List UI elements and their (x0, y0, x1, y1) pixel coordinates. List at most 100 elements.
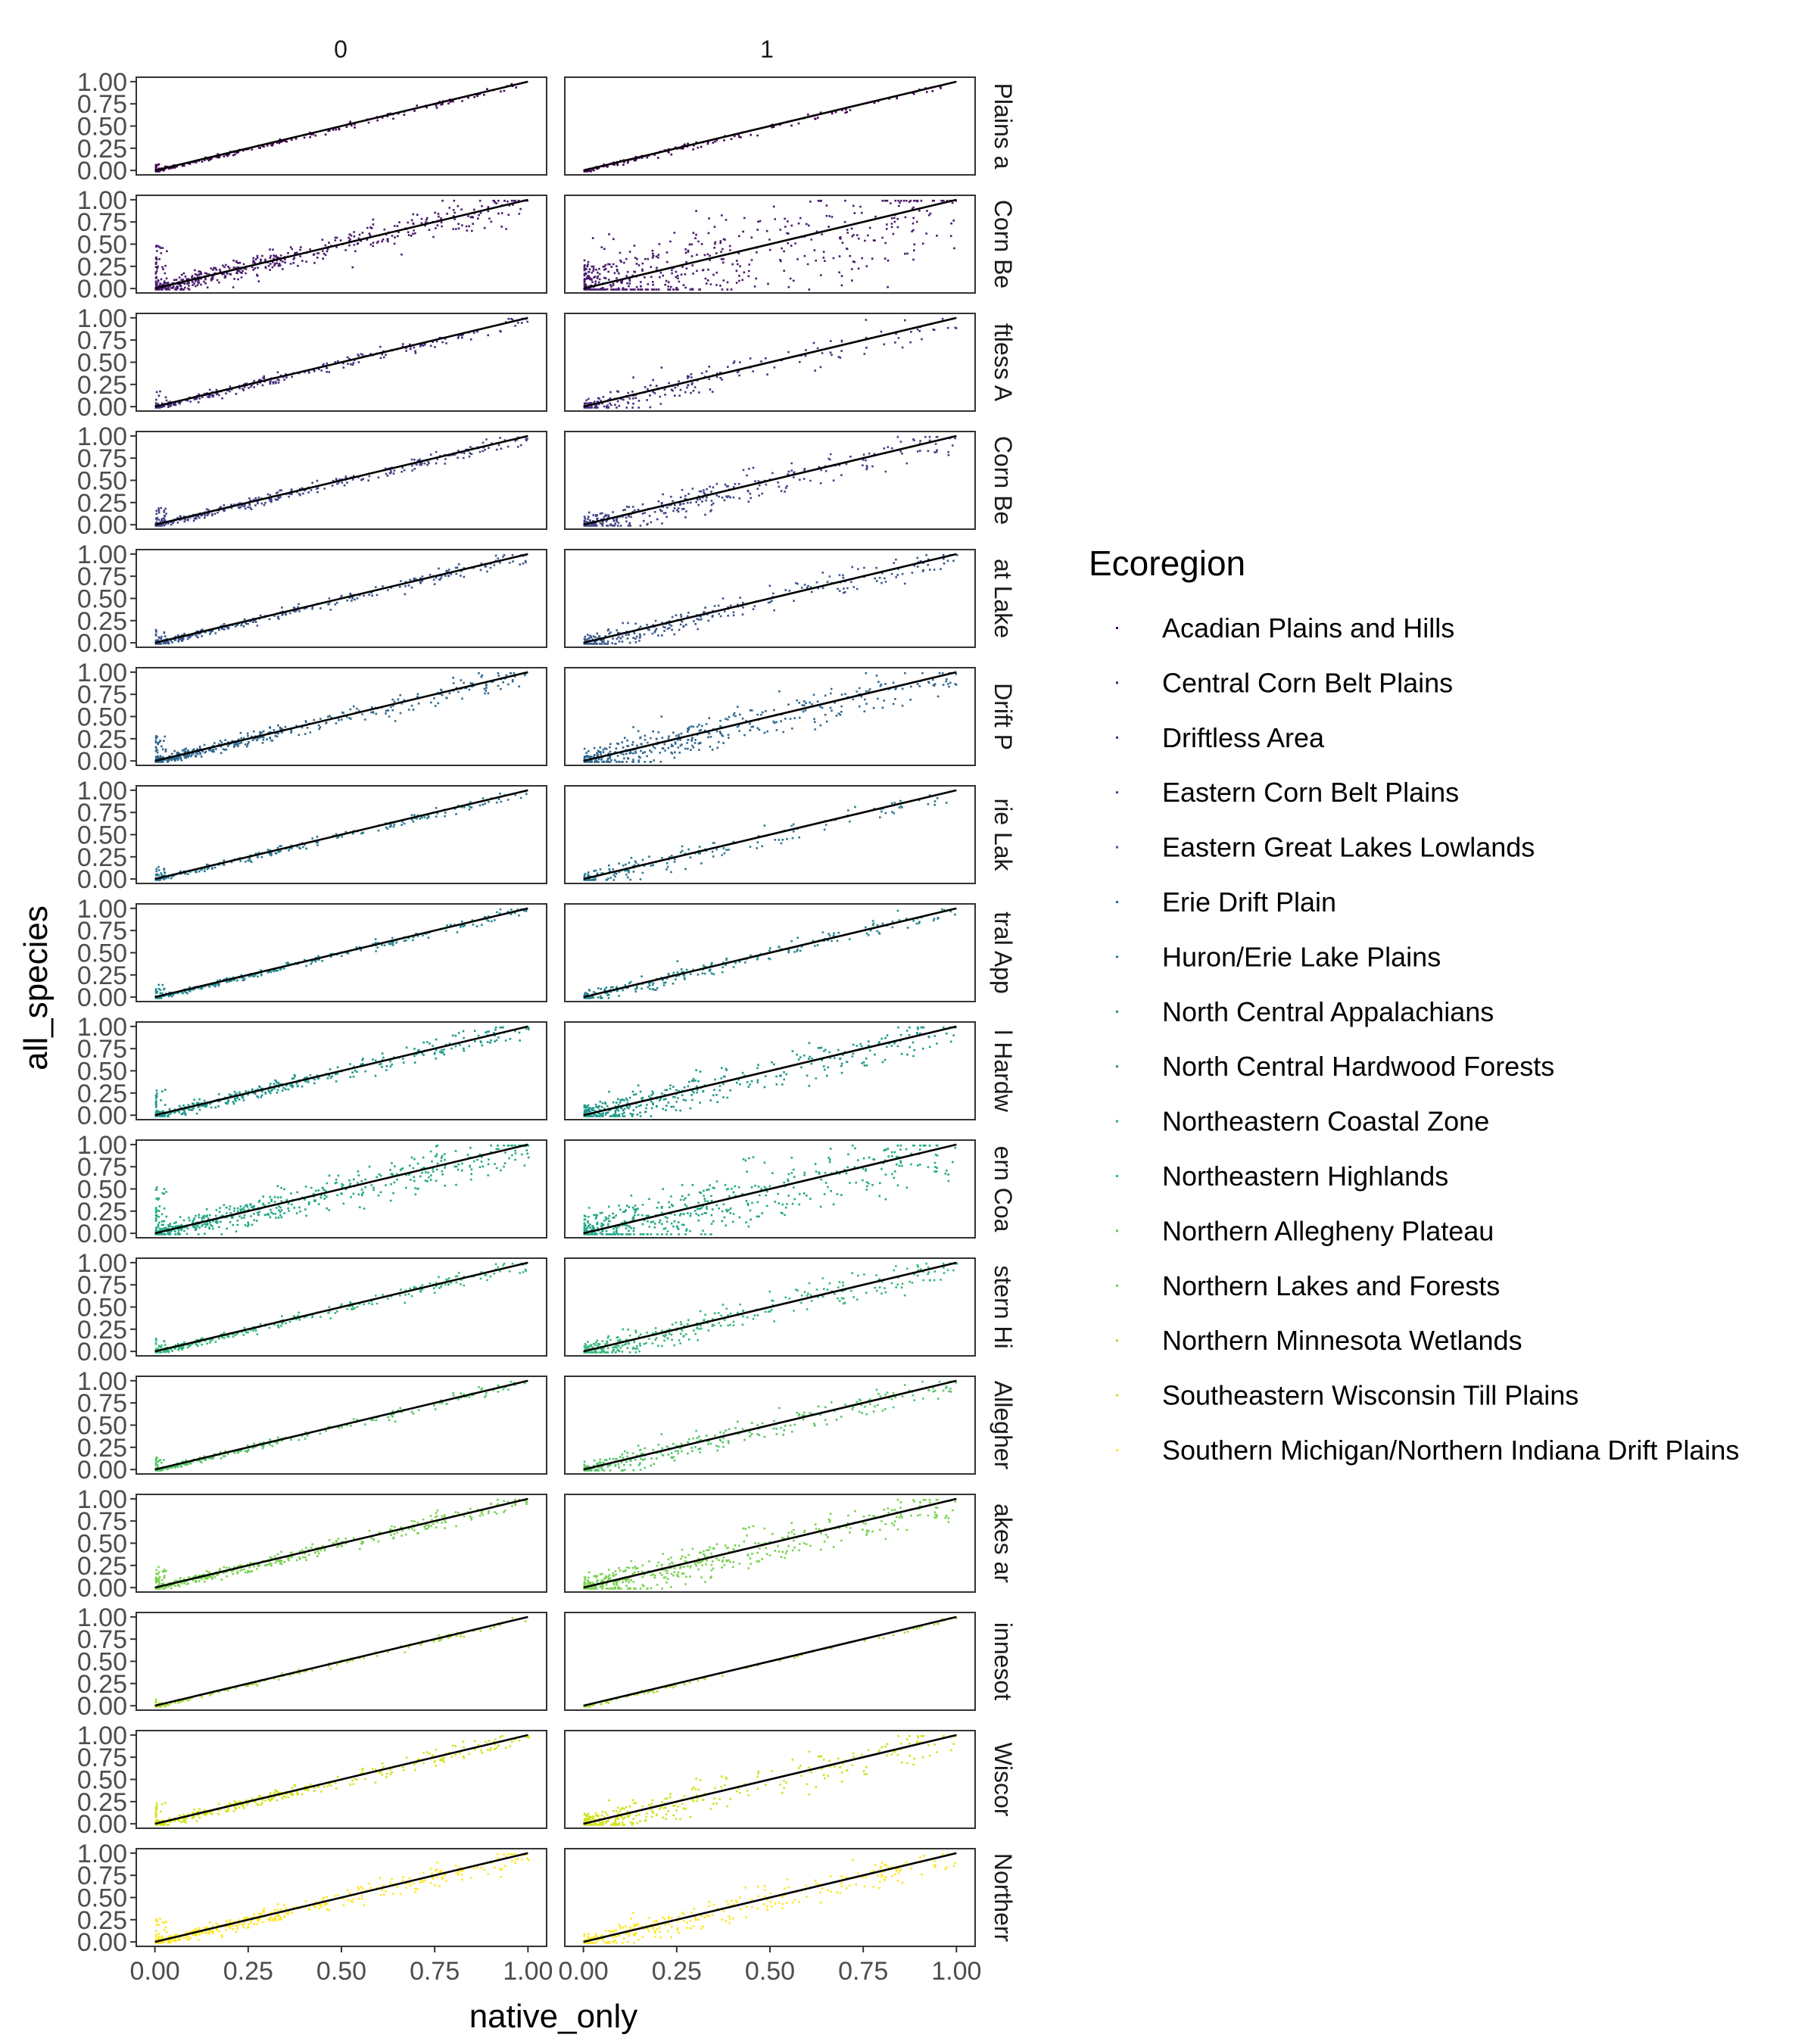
facet-panel (564, 549, 976, 648)
y-tick-label: 0.50 (77, 821, 127, 850)
legend-key (1116, 1229, 1118, 1232)
legend-entry: North Central Hardwood Forests (1116, 1051, 1554, 1082)
row-strip: Allegher (990, 1381, 1017, 1470)
row-strip-label: Plains a (990, 83, 1017, 170)
y-tick-label: 0.50 (77, 1412, 127, 1441)
reference-line (583, 435, 957, 526)
y-axis-tick-labels: 0.000.250.500.751.000.000.250.500.751.00… (77, 68, 127, 1957)
x-tick-label: 0.75 (838, 1957, 888, 1986)
row-strip-label: Wiscor (990, 1743, 1017, 1817)
reference-line (154, 198, 528, 290)
y-tick-label: 0.00 (77, 1101, 127, 1130)
row-strip: innesot (990, 1622, 1017, 1700)
x-tick-label: 1.00 (503, 1957, 553, 1986)
y-tick-label: 1.00 (77, 777, 127, 805)
scatter-points (583, 671, 958, 763)
row-strip: akes ar (990, 1503, 1017, 1583)
facet-panel (564, 903, 976, 1002)
panel-border (564, 1376, 976, 1475)
panel-border (564, 785, 976, 884)
row-strip-label: Allegher (990, 1381, 1017, 1470)
legend-label: North Central Hardwood Forests (1162, 1051, 1554, 1082)
y-tick-label: 0.00 (77, 1574, 127, 1603)
y-tick-label: 0.25 (77, 1670, 127, 1699)
legend-label: North Central Appalachians (1162, 996, 1494, 1027)
reference-line (583, 1852, 957, 1943)
scatter-point-cloud (583, 317, 958, 409)
y-tick-label: 0.25 (77, 607, 127, 636)
reference-line (154, 1734, 528, 1825)
legend-label: Erie Drift Plain (1162, 886, 1336, 918)
y-tick-label: 0.75 (77, 1271, 127, 1300)
y-tick-label: 0.50 (77, 1766, 127, 1795)
scatter-point-cloud (583, 1262, 958, 1354)
legend-key (1116, 736, 1118, 739)
y-tick-label: 0.50 (77, 585, 127, 614)
reference-line (154, 1852, 528, 1943)
facet-panel (564, 76, 976, 176)
scatter-points (154, 199, 528, 291)
panel-border (564, 1612, 976, 1711)
y-tick-label: 1.00 (77, 1013, 127, 1042)
legend-key (1116, 1284, 1118, 1287)
y-tick-label: 0.00 (77, 629, 127, 658)
scatter-points (154, 671, 528, 763)
legend-label: Central Corn Belt Plains (1162, 667, 1453, 698)
legend-entry: Central Corn Belt Plains (1116, 667, 1453, 698)
scatter-points (583, 317, 958, 409)
reference-line (583, 1497, 957, 1589)
y-tick-label: 0.25 (77, 489, 127, 518)
y-tick-label: 0.25 (77, 1552, 127, 1581)
y-tick-label: 1.00 (77, 1840, 127, 1868)
facet-panel (130, 195, 547, 294)
y-tick-label: 0.25 (77, 1788, 127, 1817)
reference-line (154, 671, 528, 762)
y-tick-label: 0.50 (77, 467, 127, 496)
y-tick-label: 0.75 (77, 444, 127, 473)
y-tick-label: 0.25 (77, 371, 127, 400)
scatter-points (154, 1380, 526, 1472)
reference-line (583, 198, 957, 290)
scatter-point-cloud (583, 1852, 957, 1944)
reference-line (154, 435, 528, 526)
y-tick-label: 1.00 (77, 186, 127, 215)
y-tick-label: 0.25 (77, 725, 127, 754)
legend-key (1116, 1120, 1118, 1123)
y-tick-label: 1.00 (77, 659, 127, 687)
x-axis-title: native_only (469, 1998, 638, 2035)
y-tick-label: 0.50 (77, 1294, 127, 1323)
panel-border (564, 903, 976, 1002)
legend-entry: Eastern Corn Belt Plains (1116, 777, 1459, 808)
scatter-point-cloud (154, 1734, 530, 1826)
legend-label: Northeastern Coastal Zone (1162, 1106, 1489, 1137)
y-tick-label: 1.00 (77, 422, 127, 451)
y-tick-label: 0.00 (77, 983, 127, 1012)
legend-key (1116, 1339, 1118, 1342)
column-strip-labels: 0 1 (334, 36, 774, 63)
scatter-point-cloud (583, 199, 957, 291)
y-tick-label: 0.75 (77, 208, 127, 237)
y-tick-label: 1.00 (77, 304, 127, 333)
y-tick-label: 0.00 (77, 865, 127, 894)
y-tick-label: 0.00 (77, 1220, 127, 1248)
row-strip-label: Corn Be (990, 436, 1017, 525)
legend-label: Northeastern Highlands (1162, 1161, 1448, 1192)
facet-panel (130, 313, 547, 412)
facet-panel (564, 1257, 976, 1357)
reference-line (154, 1497, 528, 1589)
y-tick-label: 0.50 (77, 703, 127, 732)
scatter-point-cloud (154, 1380, 526, 1472)
facet-panel (130, 1376, 547, 1475)
row-strip-label: akes ar (990, 1503, 1017, 1583)
panel-border (564, 549, 976, 648)
legend: Ecoregion Acadian Plains and Hills Centra… (1089, 544, 1739, 1466)
reference-line (583, 80, 957, 172)
legend-label: Driftless Area (1162, 722, 1325, 753)
y-tick-label: 0.75 (77, 917, 127, 946)
y-tick-label: 0.75 (77, 799, 127, 827)
facet-panel (130, 549, 547, 648)
panel-border (564, 1139, 976, 1239)
y-tick-label: 0.75 (77, 1862, 127, 1890)
reference-line (583, 1143, 957, 1235)
